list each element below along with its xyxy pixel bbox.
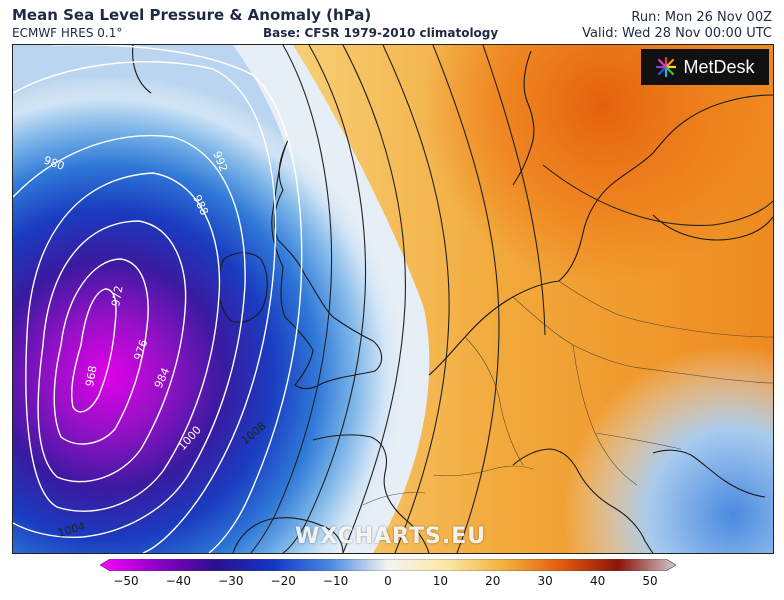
metdesk-logo-icon [656, 56, 677, 78]
isobar-label: 976 [131, 338, 150, 362]
isobar-label: 972 [109, 285, 125, 308]
colorbar-tick-label: 40 [589, 574, 606, 588]
metdesk-logo: MetDesk [641, 49, 769, 85]
colorbar-tick-label: −30 [218, 574, 244, 588]
deep-low-anomaly [13, 45, 433, 553]
pressure-anomaly-map[interactable]: 980 988 992 972 968 976 984 1000 1008 10… [12, 44, 774, 554]
map-title: Mean Sea Level Pressure & Anomaly (hPa) [12, 6, 372, 24]
valid-time-label: Valid: Wed 28 Nov 00:00 UTC [582, 26, 772, 41]
colorbar-tick-label: 30 [537, 574, 553, 588]
metdesk-logo-text: MetDesk [683, 56, 755, 77]
colorbar-tick-label: 0 [384, 574, 392, 588]
colorbar-tick-label: −40 [165, 574, 192, 588]
climatology-base-label: Base: CFSR 1979-2010 climatology [263, 26, 499, 40]
colorbar-tick-label: 50 [642, 574, 658, 588]
anomaly-colorbar [100, 559, 676, 571]
map-canvas: 980 988 992 972 968 976 984 1000 1008 10… [13, 45, 773, 553]
colorbar-gradient [100, 559, 676, 571]
isobars-low [13, 45, 303, 553]
colorbar-tick-label: 20 [485, 574, 501, 588]
borders [362, 280, 773, 506]
wxcharts-watermark: WXCHARTS.EU [295, 524, 487, 549]
isobar-label: 968 [83, 365, 99, 388]
colorbar-tick-label: −10 [322, 574, 349, 588]
model-label: ECMWF HRES 0.1° [12, 26, 123, 40]
colorbar-tick-label: −20 [270, 574, 296, 588]
colorbar-tick-label: −50 [113, 574, 139, 588]
isobars-high [250, 45, 773, 553]
mediterranean-negative-anomaly [433, 345, 773, 553]
colorbar-tick-label: 10 [432, 574, 449, 588]
run-time-label: Run: Mon 26 Nov 00Z [631, 10, 772, 25]
